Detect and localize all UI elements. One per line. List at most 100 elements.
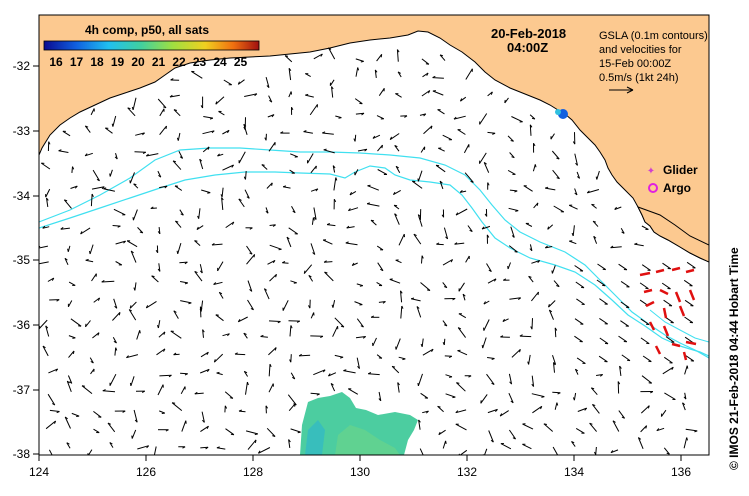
glider-velocity-arrow bbox=[678, 305, 686, 317]
velocity-arrowhead bbox=[150, 206, 154, 209]
velocity-arrow bbox=[683, 437, 688, 449]
velocity-arrow bbox=[214, 353, 224, 363]
velocity-arrow bbox=[269, 273, 277, 282]
velocity-arrow bbox=[238, 316, 248, 323]
velocity-arrow bbox=[574, 318, 584, 325]
velocity-arrowhead bbox=[155, 249, 159, 254]
velocity-arrow bbox=[398, 356, 406, 360]
velocity-arrow bbox=[487, 131, 496, 134]
velocity-arrow bbox=[532, 164, 536, 172]
legend-line-4: 0.5m/s (1kt 24h) bbox=[599, 72, 678, 84]
velocity-arrow bbox=[665, 316, 674, 324]
velocity-arrowhead bbox=[394, 144, 398, 148]
y-tick-label: -38 bbox=[13, 447, 31, 461]
velocity-arrow bbox=[686, 261, 696, 269]
velocity-arrow bbox=[442, 440, 447, 449]
velocity-arrow bbox=[574, 188, 578, 196]
colorbar-tick-label: 22 bbox=[172, 55, 186, 69]
velocity-arrow bbox=[71, 412, 80, 417]
velocity-arrow bbox=[135, 132, 145, 136]
velocity-arrowhead bbox=[249, 252, 253, 255]
velocity-arrowhead bbox=[395, 165, 399, 169]
velocity-arrow bbox=[70, 318, 82, 327]
velocity-arrowhead bbox=[610, 245, 614, 249]
sst-patch bbox=[300, 392, 418, 455]
velocity-arrow bbox=[634, 243, 644, 247]
velocity-arrow bbox=[482, 337, 487, 349]
velocity-arrow bbox=[599, 337, 609, 345]
velocity-arrowhead bbox=[298, 353, 302, 357]
velocity-arrow bbox=[480, 394, 488, 404]
velocity-arrowhead bbox=[423, 457, 425, 459]
velocity-arrow bbox=[90, 108, 95, 116]
velocity-arrow bbox=[576, 171, 581, 179]
velocity-arrowhead bbox=[48, 141, 51, 145]
velocity-arrow bbox=[508, 373, 513, 385]
velocity-arrow bbox=[508, 207, 519, 212]
velocity-arrow bbox=[103, 188, 116, 192]
velocity-arrowhead bbox=[402, 358, 406, 361]
velocity-arrowhead bbox=[594, 451, 597, 455]
velocity-arrowhead bbox=[389, 278, 393, 280]
velocity-arrow bbox=[421, 58, 430, 65]
velocity-arrowhead bbox=[271, 114, 275, 118]
legend-line-3: 15-Feb 00:00Z bbox=[599, 58, 671, 70]
velocity-arrowhead bbox=[380, 268, 384, 272]
velocity-arrow bbox=[413, 233, 422, 245]
velocity-arrowhead bbox=[397, 382, 400, 386]
velocity-arrowhead bbox=[331, 86, 334, 90]
velocity-arrowhead bbox=[231, 221, 235, 225]
velocity-arrow bbox=[173, 310, 179, 319]
velocity-arrowhead bbox=[357, 67, 360, 71]
velocity-arrow bbox=[531, 260, 540, 264]
velocity-arrowhead bbox=[264, 288, 268, 291]
velocity-arrow bbox=[258, 447, 271, 454]
velocity-arrowhead bbox=[349, 192, 353, 196]
velocity-arrowhead bbox=[45, 325, 49, 329]
velocity-arrow bbox=[322, 132, 334, 135]
velocity-arrow bbox=[664, 392, 676, 400]
velocity-arrowhead bbox=[278, 248, 282, 251]
velocity-arrowhead bbox=[89, 250, 91, 255]
velocity-arrowhead bbox=[294, 403, 296, 407]
velocity-arrow bbox=[48, 368, 58, 374]
velocity-arrow bbox=[308, 275, 314, 282]
velocity-arrowhead bbox=[648, 382, 652, 384]
velocity-arrowhead bbox=[448, 355, 453, 359]
velocity-arrow bbox=[419, 448, 424, 455]
velocity-arrow bbox=[158, 227, 161, 234]
velocity-arrow bbox=[509, 297, 521, 300]
velocity-arrowhead bbox=[266, 85, 270, 88]
velocity-arrowhead bbox=[327, 373, 331, 377]
velocity-arrow bbox=[509, 152, 515, 159]
velocity-arrow bbox=[213, 281, 223, 285]
velocity-arrow bbox=[201, 189, 211, 194]
velocity-arrowhead bbox=[458, 453, 460, 455]
velocity-arrow bbox=[247, 439, 257, 450]
velocity-arrowhead bbox=[571, 232, 574, 237]
velocity-arrowhead bbox=[436, 242, 440, 245]
velocity-arrowhead bbox=[182, 446, 186, 449]
velocity-arrow bbox=[266, 427, 276, 437]
velocity-arrow bbox=[395, 93, 402, 98]
velocity-arrow bbox=[200, 446, 209, 449]
velocity-arrow bbox=[377, 144, 383, 152]
velocity-arrowhead bbox=[548, 304, 550, 308]
velocity-arrow bbox=[437, 109, 445, 115]
velocity-arrowhead bbox=[438, 431, 441, 435]
velocity-arrowhead bbox=[431, 348, 434, 353]
velocity-arrowhead bbox=[288, 68, 292, 71]
velocity-arrowhead bbox=[290, 325, 293, 329]
velocity-arrow bbox=[201, 411, 205, 423]
velocity-arrow bbox=[554, 402, 558, 410]
velocity-arrow bbox=[639, 282, 649, 290]
velocity-arrowhead bbox=[175, 220, 179, 223]
velocity-arrow bbox=[221, 187, 224, 198]
velocity-arrow bbox=[376, 53, 383, 62]
velocity-arrowhead bbox=[211, 242, 215, 246]
velocity-arrowhead bbox=[308, 305, 311, 309]
velocity-arrowhead bbox=[360, 325, 364, 328]
velocity-arrow bbox=[290, 153, 298, 158]
velocity-arrow bbox=[410, 298, 421, 302]
velocity-arrowhead bbox=[391, 365, 396, 368]
